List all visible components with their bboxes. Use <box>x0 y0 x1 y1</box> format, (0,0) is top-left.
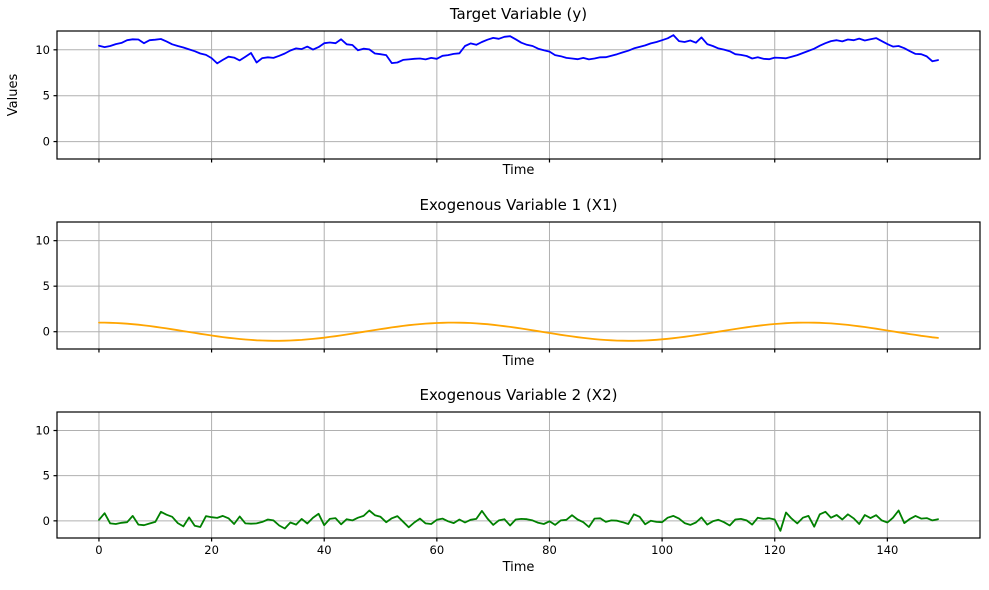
subplot2-series-line <box>98 321 939 342</box>
subplot1-title: Target Variable (y) <box>449 5 588 23</box>
subplot1-grid <box>57 31 980 159</box>
subplot2-title: Exogenous Variable 1 (X1) <box>419 196 618 214</box>
subplot3-ytick-label: 10 <box>35 424 50 438</box>
subplot1-xlabel: Time <box>502 163 535 178</box>
subplot2: 0 5 10 <box>35 221 981 353</box>
subplot3-title: Exogenous Variable 2 (X2) <box>419 386 618 404</box>
subplot3-xlabel: Time <box>502 560 535 575</box>
subplot1-spines <box>56 30 981 160</box>
subplot1-ticks <box>53 49 888 163</box>
subplot2-ytick-label: 5 <box>43 279 50 293</box>
subplot1-series-line <box>98 34 939 65</box>
subplot2-ytick-label: 0 <box>43 325 50 339</box>
subplot3-xtick-label: 80 <box>542 543 557 557</box>
subplot1-ytick-label: 0 <box>43 135 50 149</box>
subplot1-ylabel: Values <box>6 73 21 117</box>
subplot3-xtick-label: 20 <box>204 543 219 557</box>
subplot3-ytick-label: 0 <box>43 514 50 528</box>
subplot1-ytick-label: 10 <box>35 43 50 57</box>
subplot3-xtick-label: 40 <box>317 543 332 557</box>
subplot3-spines <box>56 411 981 539</box>
subplot3-xtick-label: 120 <box>764 543 786 557</box>
subplot2-spines <box>56 221 981 350</box>
subplot2-ticks <box>53 240 888 353</box>
subplot1-ytick-label: 5 <box>43 89 50 103</box>
subplot3-xtick-label: 140 <box>876 543 898 557</box>
subplot3-ytick-label: 5 <box>43 469 50 483</box>
subplot3-series-line <box>98 509 939 532</box>
subplot2-grid <box>57 222 980 349</box>
subplot2-xlabel: Time <box>502 354 535 369</box>
subplot2-ytick-label: 10 <box>35 234 50 248</box>
subplot3-xtick-label: 100 <box>651 543 673 557</box>
subplot1: 0 5 10 <box>35 30 981 163</box>
subplot3-xtick-label: 60 <box>430 543 445 557</box>
subplot3-ticks <box>53 429 888 542</box>
subplot3-xtick-label: 0 <box>95 543 102 557</box>
